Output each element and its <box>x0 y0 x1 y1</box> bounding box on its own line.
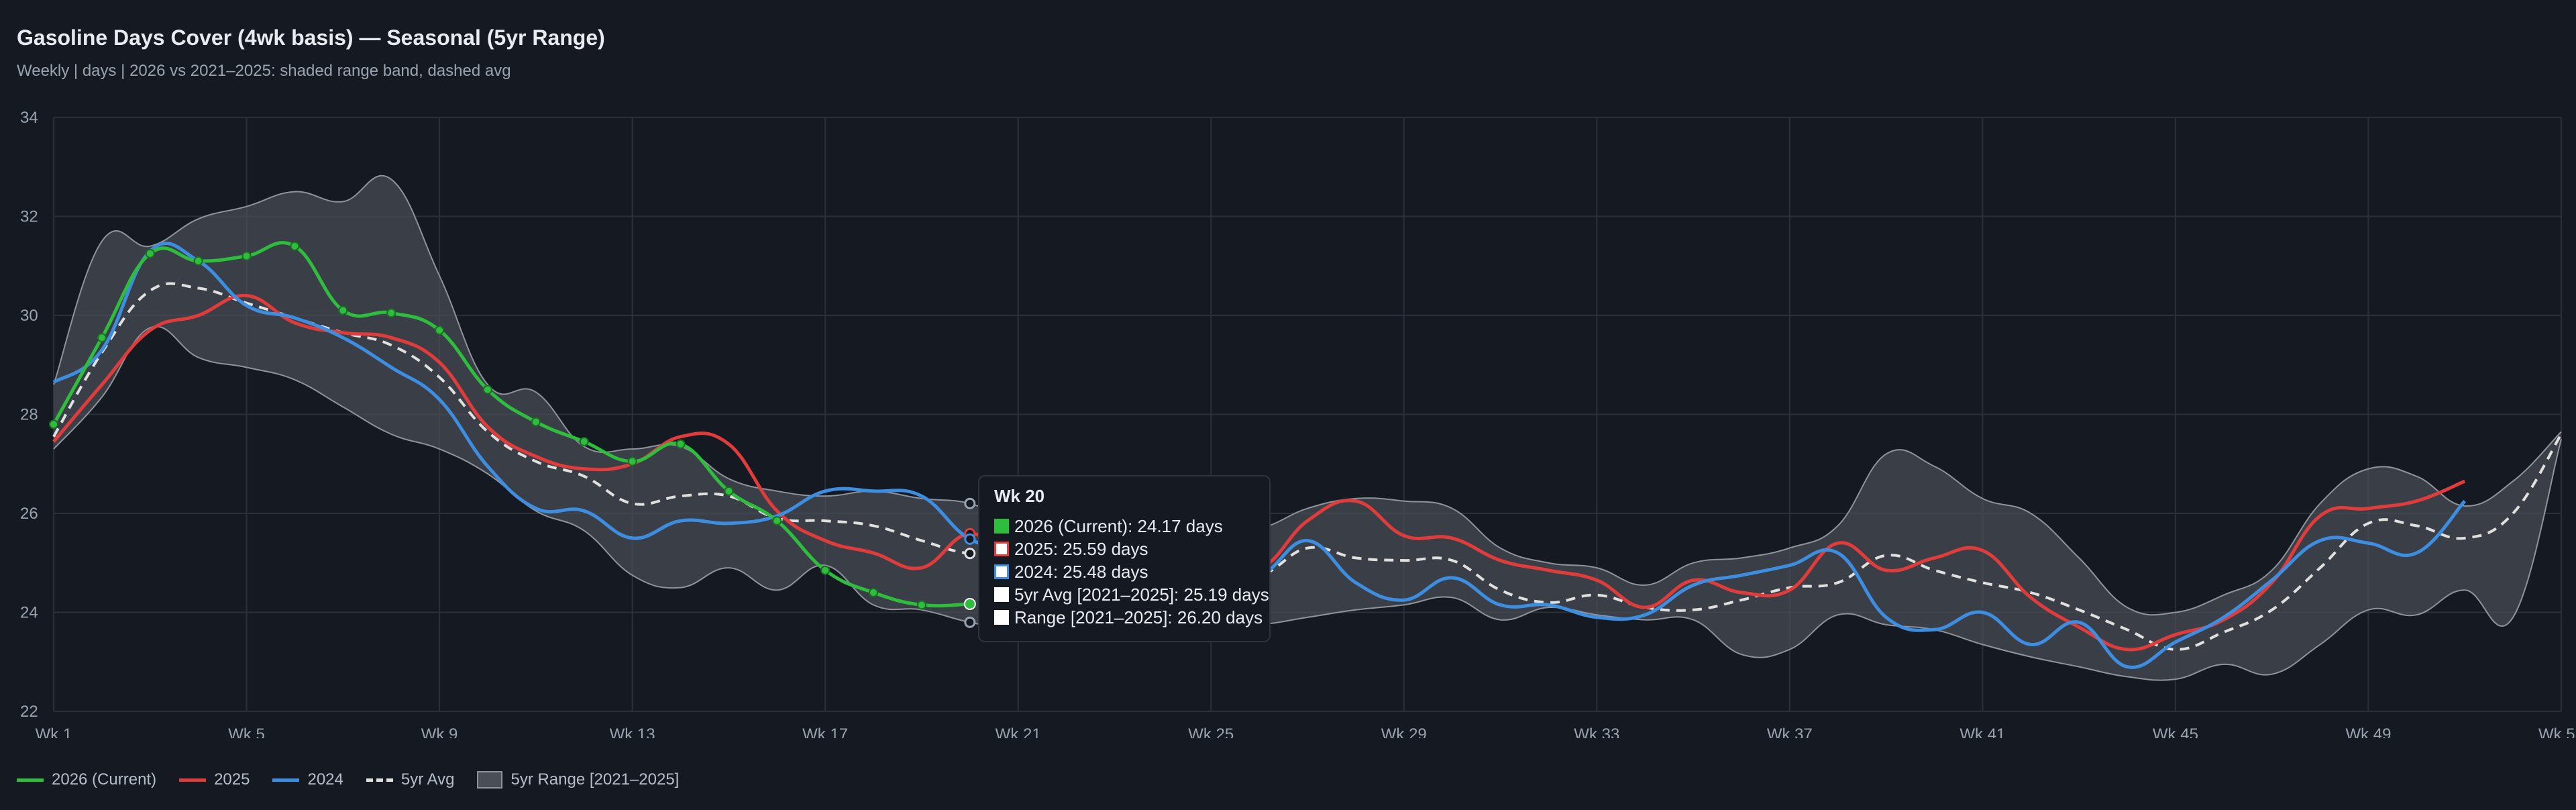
x-tick-label: Wk 37 <box>1767 725 1813 738</box>
x-tick-label: Wk 1 <box>36 725 72 738</box>
legend-label: 2026 (Current) <box>52 770 157 789</box>
data-point-2026 <box>820 565 830 575</box>
legend-swatch <box>272 778 300 782</box>
hover-tooltip: Wk 20 2026 (Current): 24.17 days 2025: 2… <box>978 475 1271 642</box>
data-point-2026 <box>916 600 926 610</box>
x-tick-label: Wk 45 <box>2153 725 2198 738</box>
tooltip-text: 2025: 25.59 days <box>1014 538 1148 559</box>
chart-plot[interactable]: 22 24 26 28 30 32 34 Wk 1 Wk 5 Wk 9 Wk 13 Wk 17 Wk 2… <box>0 0 2576 738</box>
tooltip-swatch <box>994 564 1009 579</box>
hover-point-range-lower <box>964 616 976 628</box>
hover-point <box>964 548 976 560</box>
chart-subtitle: Weekly | days | 2026 vs 2021–2025: shade… <box>17 62 511 80</box>
legend-label: 2025 <box>214 770 250 789</box>
data-point-2026 <box>579 437 589 447</box>
data-point-2026 <box>724 486 734 496</box>
legend-swatch <box>17 778 44 782</box>
legend-swatch <box>477 771 503 789</box>
legend-item-5yr-range[interactable]: 5yr Range [2021–2025] <box>477 770 679 789</box>
chart-title: Gasoline Days Cover (4wk basis) — Season… <box>17 26 605 50</box>
legend-item-2025[interactable]: 2025 <box>179 770 250 789</box>
x-tick-label: Wk 5 <box>228 725 265 738</box>
tooltip-row: 2026 (Current): 24.17 days <box>994 515 1254 538</box>
tooltip-row: Range [2021–2025]: 26.20 days <box>994 606 1263 629</box>
legend-label: 5yr Range [2021–2025] <box>511 770 680 789</box>
range-band-upper <box>53 174 2562 616</box>
tooltip-text: 2024: 25.48 days <box>1014 561 1148 582</box>
series-line-5yr-avg <box>52 282 2563 651</box>
data-point-2026 <box>869 588 879 597</box>
x-tick-label: Wk 29 <box>1381 725 1427 738</box>
x-tick-label: Wk 25 <box>1188 725 1234 738</box>
data-point-2026 <box>435 325 445 336</box>
data-point-2026 <box>482 385 492 395</box>
y-tick-label: 26 <box>20 505 38 523</box>
legend-item-2026[interactable]: 2026 (Current) <box>17 770 156 789</box>
axis-labels: 22 24 26 28 30 32 34 Wk 1 Wk 5 Wk 9 Wk 13 Wk 17 Wk 2… <box>20 109 2576 738</box>
tooltip-swatch <box>994 610 1009 625</box>
tooltip-swatch <box>994 542 1009 556</box>
legend-label: 2024 <box>307 770 343 789</box>
tooltip-swatch <box>994 587 1009 602</box>
data-point-2026 <box>145 248 155 258</box>
legend-label: 5yr Avg <box>400 770 455 789</box>
range-band <box>53 174 2562 681</box>
y-tick-label: 34 <box>20 109 38 127</box>
data-point-2026 <box>97 333 107 343</box>
y-tick-label: 24 <box>20 604 38 622</box>
y-tick-label: 30 <box>20 307 38 325</box>
x-tick-label: Wk 13 <box>610 725 655 738</box>
hover-point-range-upper <box>964 497 976 509</box>
data-point-2026 <box>386 308 396 318</box>
x-tick-label: Wk 41 <box>1960 725 2005 738</box>
tooltip-title: Wk 20 <box>994 486 1045 506</box>
x-tick-label: Wk 53 <box>2538 725 2576 738</box>
data-point-2026 <box>49 419 58 429</box>
hover-point <box>964 533 976 545</box>
data-point-2026 <box>193 256 203 266</box>
x-tick-label: Wk 17 <box>802 725 848 738</box>
chart-legend: 2026 (Current) 2025 2024 5yr Avg 5yr Ran… <box>17 770 679 789</box>
range-band-lower <box>53 325 2562 681</box>
tooltip-row: 2025: 25.59 days <box>994 538 1254 560</box>
x-tick-label: Wk 21 <box>996 725 1041 738</box>
y-tick-label: 28 <box>20 406 38 424</box>
x-tick-label: Wk 33 <box>1574 725 1619 738</box>
data-points <box>49 241 976 628</box>
x-tick-label: Wk 49 <box>2345 725 2391 738</box>
tooltip-text: Range [2021–2025]: 26.20 days <box>1014 607 1263 627</box>
legend-swatch <box>366 778 393 782</box>
legend-swatch <box>179 778 207 782</box>
data-point-2026 <box>627 456 637 466</box>
data-point-2026 <box>241 251 252 261</box>
tooltip-swatch <box>994 519 1009 534</box>
data-point-2026 <box>531 417 541 427</box>
data-point-2026 <box>676 439 686 449</box>
legend-item-5yr-avg[interactable]: 5yr Avg <box>366 770 455 789</box>
tooltip-text: 5yr Avg [2021–2025]: 25.19 days <box>1014 584 1269 605</box>
y-tick-label: 32 <box>20 208 38 226</box>
data-point-2026 <box>772 516 782 526</box>
x-tick-label: Wk 9 <box>421 725 458 738</box>
range-band-fill <box>54 175 2561 680</box>
legend-item-2024[interactable]: 2024 <box>272 770 343 789</box>
hover-point-2026 <box>963 597 976 610</box>
y-tick-label: 22 <box>20 703 38 721</box>
tooltip-row: 5yr Avg [2021–2025]: 25.19 days <box>994 583 1269 606</box>
data-point-2026 <box>290 241 300 251</box>
tooltip-text: 2026 (Current): 24.17 days <box>1014 515 1223 536</box>
data-point-2026 <box>338 305 348 315</box>
tooltip-row: 2024: 25.48 days <box>994 560 1254 583</box>
